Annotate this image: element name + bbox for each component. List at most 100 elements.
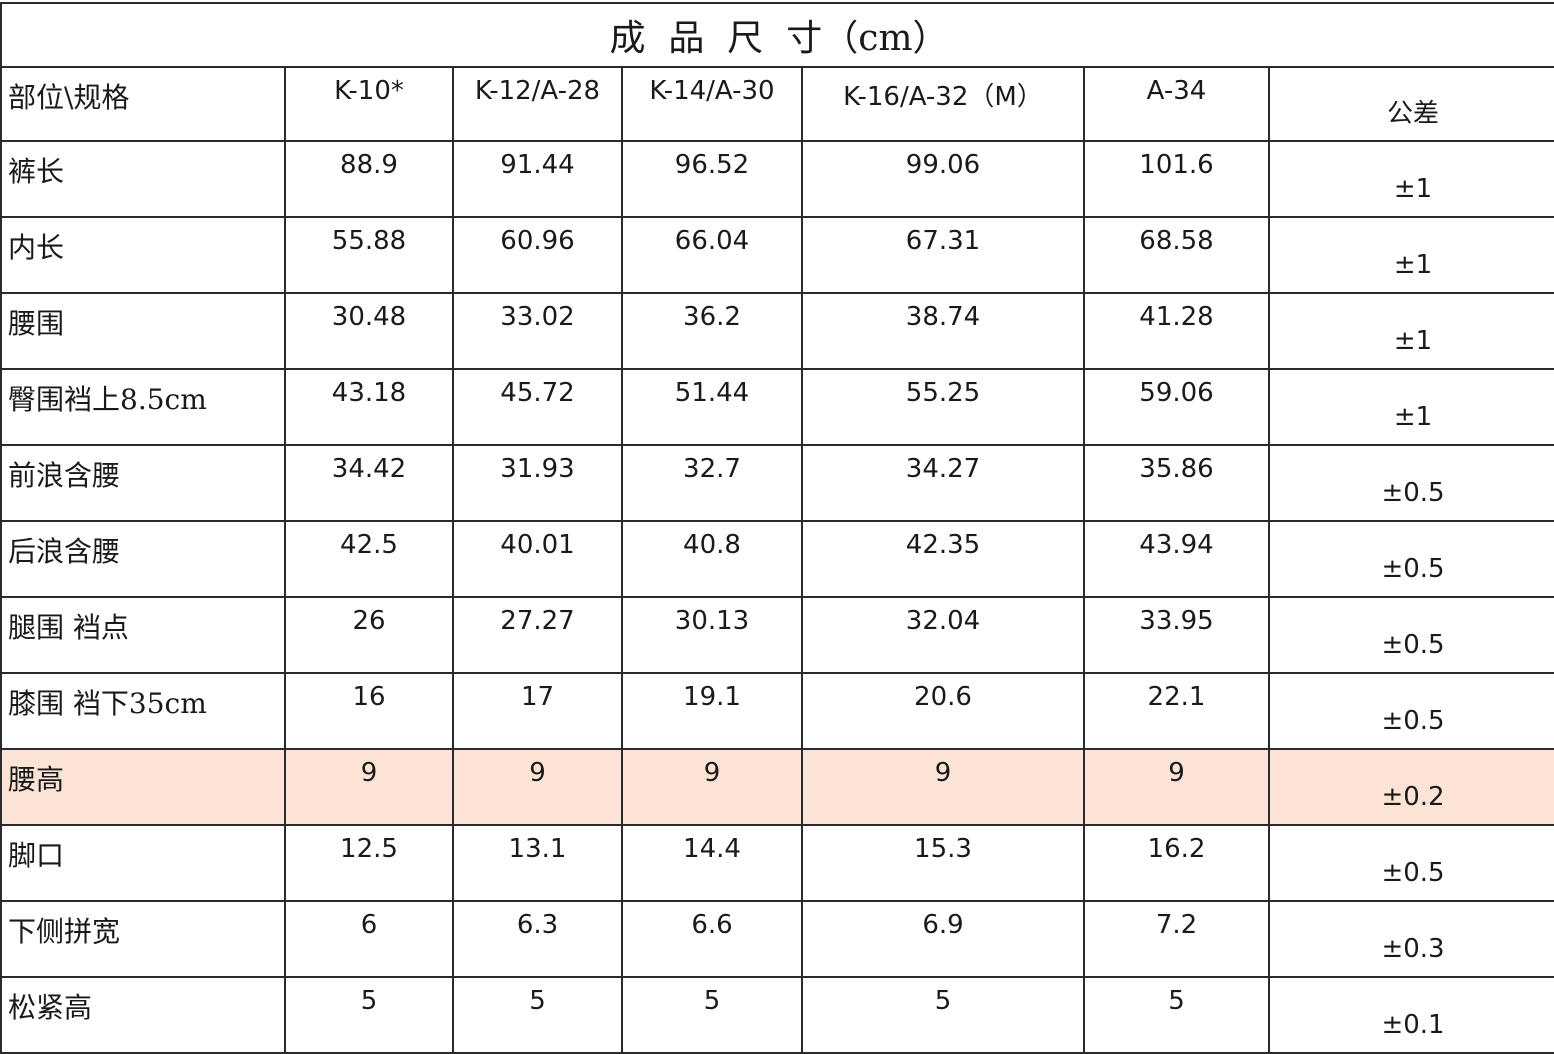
measurement-cell: 40.01 <box>452 520 623 598</box>
measurement-cell: 34.27 <box>801 444 1085 522</box>
header-tolerance: 公差 <box>1267 66 1554 142</box>
tolerance-cell: ±0.5 <box>1267 596 1554 674</box>
row-label: 下侧拼宽 <box>0 900 286 978</box>
tolerance-cell: ±0.2 <box>1267 748 1554 826</box>
table-row: 下侧拼宽 6 6.3 6.6 6.9 7.2 ±0.3 <box>0 900 1554 978</box>
measurement-cell: 55.88 <box>284 216 454 294</box>
row-label: 臀围裆上8.5cm <box>0 368 286 446</box>
measurement-cell: 43.94 <box>1083 520 1270 598</box>
table-row: 内长 55.88 60.96 66.04 67.31 68.58 ±1 <box>0 216 1554 294</box>
header-size-k16-a32: K-16/A-32（M） <box>801 66 1085 142</box>
measurement-cell: 6.9 <box>801 900 1085 978</box>
header-size-k10: K-10* <box>284 66 454 142</box>
tolerance-cell: ±0.5 <box>1267 444 1554 522</box>
header-size-a34: A-34 <box>1083 66 1270 142</box>
measurement-cell: 42.5 <box>284 520 454 598</box>
measurement-cell: 101.6 <box>1083 140 1270 218</box>
table-row: 松紧高 5 5 5 5 5 ±0.1 <box>0 976 1554 1054</box>
measurement-cell: 27.27 <box>452 596 623 674</box>
measurement-cell: 36.2 <box>621 292 803 370</box>
measurement-cell: 91.44 <box>452 140 623 218</box>
table-row: 腰围 30.48 33.02 36.2 38.74 41.28 ±1 <box>0 292 1554 370</box>
measurement-cell: 30.48 <box>284 292 454 370</box>
measurement-cell: 20.6 <box>801 672 1085 750</box>
measurement-cell: 15.3 <box>801 824 1085 902</box>
measurement-cell: 7.2 <box>1083 900 1270 978</box>
measurement-cell: 26 <box>284 596 454 674</box>
measurement-cell: 5 <box>621 976 803 1054</box>
measurement-cell: 5 <box>452 976 623 1054</box>
row-label: 脚口 <box>0 824 286 902</box>
measurement-cell: 88.9 <box>284 140 454 218</box>
row-label: 内长 <box>0 216 286 294</box>
measurement-cell: 96.52 <box>621 140 803 218</box>
measurement-cell: 67.31 <box>801 216 1085 294</box>
row-label: 后浪含腰 <box>0 520 286 598</box>
row-label: 腰围 <box>0 292 286 370</box>
table-row: 腰高 9 9 9 9 9 ±0.2 <box>0 748 1554 826</box>
tolerance-cell: ±0.5 <box>1267 824 1554 902</box>
measurement-cell: 99.06 <box>801 140 1085 218</box>
measurement-cell: 34.42 <box>284 444 454 522</box>
tolerance-cell: ±0.5 <box>1267 672 1554 750</box>
measurement-cell: 60.96 <box>452 216 623 294</box>
tolerance-cell: ±1 <box>1267 292 1554 370</box>
measurement-cell: 6 <box>284 900 454 978</box>
measurement-cell: 12.5 <box>284 824 454 902</box>
measurement-cell: 5 <box>801 976 1085 1054</box>
table-row: 腿围 裆点 26 27.27 30.13 32.04 33.95 ±0.5 <box>0 596 1554 674</box>
measurement-cell: 33.95 <box>1083 596 1270 674</box>
measurement-cell: 16.2 <box>1083 824 1270 902</box>
measurement-cell: 6.6 <box>621 900 803 978</box>
measurement-cell: 38.74 <box>801 292 1085 370</box>
measurement-cell: 45.72 <box>452 368 623 446</box>
measurement-cell: 30.13 <box>621 596 803 674</box>
measurement-cell: 9 <box>801 748 1085 826</box>
measurement-cell: 5 <box>1083 976 1270 1054</box>
measurement-cell: 68.58 <box>1083 216 1270 294</box>
measurement-cell: 9 <box>621 748 803 826</box>
row-label: 裤长 <box>0 140 286 218</box>
measurement-cell: 40.8 <box>621 520 803 598</box>
measurement-cell: 13.1 <box>452 824 623 902</box>
measurement-cell: 9 <box>284 748 454 826</box>
table-row: 脚口 12.5 13.1 14.4 15.3 16.2 ±0.5 <box>0 824 1554 902</box>
row-label: 腰高 <box>0 748 286 826</box>
measurement-cell: 35.86 <box>1083 444 1270 522</box>
table-title-text: 成 品 尺 寸（cm） <box>609 18 949 59</box>
measurement-cell: 9 <box>452 748 623 826</box>
table-row: 前浪含腰 34.42 31.93 32.7 34.27 35.86 ±0.5 <box>0 444 1554 522</box>
measurement-cell: 66.04 <box>621 216 803 294</box>
row-label: 腿围 裆点 <box>0 596 286 674</box>
measurement-cell: 51.44 <box>621 368 803 446</box>
tolerance-cell: ±0.1 <box>1267 976 1554 1054</box>
measurement-cell: 17 <box>452 672 623 750</box>
measurement-cell: 14.4 <box>621 824 803 902</box>
measurement-cell: 41.28 <box>1083 292 1270 370</box>
measurement-cell: 9 <box>1083 748 1270 826</box>
measurement-cell: 22.1 <box>1083 672 1270 750</box>
measurement-cell: 32.7 <box>621 444 803 522</box>
measurement-cell: 32.04 <box>801 596 1085 674</box>
row-label: 膝围 裆下35cm <box>0 672 286 750</box>
row-label: 前浪含腰 <box>0 444 286 522</box>
measurement-cell: 55.25 <box>801 368 1085 446</box>
measurement-cell: 19.1 <box>621 672 803 750</box>
header-size-k14-a30: K-14/A-30 <box>621 66 803 142</box>
header-row: 部位\规格 K-10* K-12/A-28 K-14/A-30 K-16/A-3… <box>0 66 1554 142</box>
measurement-cell: 16 <box>284 672 454 750</box>
measurement-cell: 33.02 <box>452 292 623 370</box>
table-row: 裤长 88.9 91.44 96.52 99.06 101.6 ±1 <box>0 140 1554 218</box>
measurement-cell: 59.06 <box>1083 368 1270 446</box>
header-size-k12-a28: K-12/A-28 <box>452 66 623 142</box>
measurement-cell: 43.18 <box>284 368 454 446</box>
measurement-cell: 42.35 <box>801 520 1085 598</box>
measurement-cell: 31.93 <box>452 444 623 522</box>
table-row: 后浪含腰 42.5 40.01 40.8 42.35 43.94 ±0.5 <box>0 520 1554 598</box>
measurement-cell: 6.3 <box>452 900 623 978</box>
tolerance-cell: ±1 <box>1267 216 1554 294</box>
tolerance-cell: ±0.5 <box>1267 520 1554 598</box>
measurement-cell: 5 <box>284 976 454 1054</box>
